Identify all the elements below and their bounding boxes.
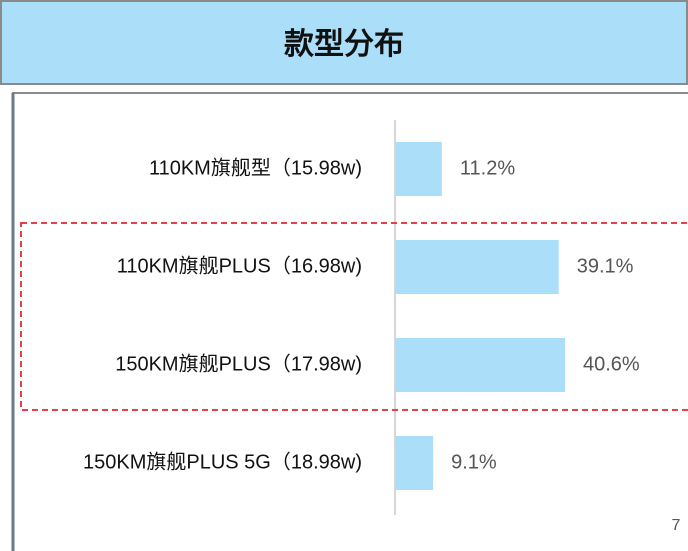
value-label: 40.6% [583, 353, 640, 375]
category-label: 110KM旗舰型（15.98w) [149, 156, 362, 179]
value-label: 11.2% [460, 157, 515, 179]
bar [395, 436, 434, 490]
page-number: 7 [672, 517, 681, 534]
bar [395, 240, 559, 294]
category-label: 110KM旗舰PLUS（16.98w) [117, 254, 362, 277]
title-bar [0, 0, 688, 85]
category-label: 150KM旗舰PLUS 5G（18.98w) [83, 450, 362, 473]
value-label: 39.1% [577, 255, 634, 277]
value-label: 9.1% [451, 451, 497, 473]
bar [395, 338, 565, 392]
category-label: 150KM旗舰PLUS（17.98w) [115, 352, 362, 375]
chart-title: 款型分布 [284, 28, 404, 61]
highlight-box [20, 222, 688, 411]
bar [395, 142, 442, 196]
